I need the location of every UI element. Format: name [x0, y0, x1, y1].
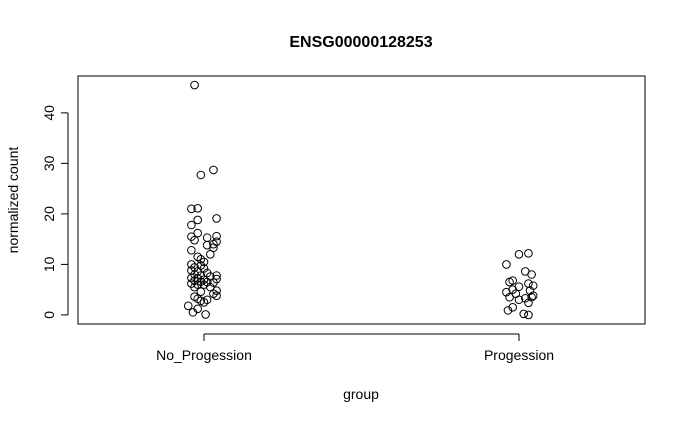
data-point: [206, 249, 215, 259]
data-point: [514, 249, 524, 259]
data-point: [183, 301, 193, 311]
data-point: [202, 233, 212, 242]
data-point: [190, 282, 199, 292]
data-point: [212, 214, 221, 223]
y-tick-label: 20: [41, 206, 57, 222]
data-point: [196, 287, 206, 296]
data-point: [187, 260, 196, 269]
data-point: [508, 303, 518, 312]
plot-frame: [77, 75, 646, 325]
x-tick-label: Progession: [484, 347, 554, 363]
x-tick-label: No_Progession: [156, 347, 252, 363]
data-point: [187, 245, 196, 255]
x-axis: No_Progession Progession: [156, 333, 554, 363]
data-point: [521, 293, 530, 303]
data-point: [528, 281, 538, 290]
data-point: [524, 298, 533, 308]
data-point: [527, 270, 536, 279]
data-point: [196, 170, 206, 180]
data-point: [519, 309, 529, 319]
x-axis-label: group: [343, 386, 379, 402]
data-point: [187, 204, 196, 214]
y-axis-label: normalized count: [5, 147, 21, 254]
y-tick-label: 0: [41, 311, 57, 319]
data-points: [183, 80, 538, 320]
data-point: [505, 277, 514, 287]
data-point: [528, 291, 538, 301]
data-point: [212, 286, 221, 295]
data-point: [212, 231, 221, 241]
y-tick-label: 10: [41, 256, 57, 272]
data-point: [193, 204, 202, 213]
data-point: [209, 165, 218, 175]
data-point: [514, 295, 524, 305]
chart-title: ENSG00000128253: [289, 34, 432, 51]
data-point: [209, 278, 218, 287]
data-point: [524, 248, 533, 258]
data-point: [524, 279, 533, 288]
data-point: [503, 306, 513, 315]
data-point: [505, 292, 514, 302]
data-point: [525, 286, 535, 295]
data-point: [212, 271, 221, 280]
data-point: [201, 310, 210, 319]
data-point: [212, 291, 221, 301]
data-point: [196, 277, 206, 286]
data-point: [524, 310, 533, 320]
data-point: [188, 308, 198, 317]
y-axis: 0 10 20 30 40: [41, 105, 69, 319]
data-point: [190, 80, 199, 90]
data-point: [199, 297, 209, 307]
data-point: [193, 228, 202, 238]
data-point: [502, 260, 511, 269]
data-point: [209, 239, 218, 249]
data-point: [193, 215, 202, 225]
y-tick-label: 40: [41, 105, 57, 121]
data-point: [502, 287, 511, 297]
data-point: [187, 220, 196, 230]
data-point: [190, 235, 199, 245]
y-tick-label: 30: [41, 155, 57, 171]
